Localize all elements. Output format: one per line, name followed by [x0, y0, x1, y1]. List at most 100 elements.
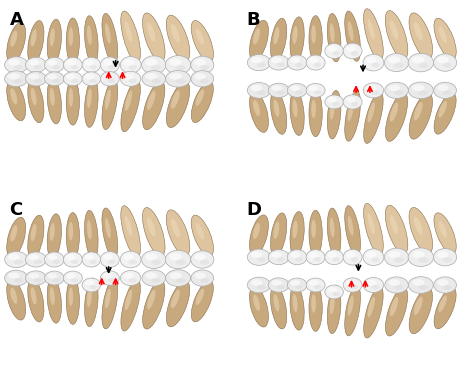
Ellipse shape — [100, 57, 119, 73]
Ellipse shape — [290, 285, 304, 330]
Ellipse shape — [100, 271, 119, 285]
Ellipse shape — [69, 222, 73, 241]
Ellipse shape — [292, 294, 298, 312]
Ellipse shape — [71, 65, 79, 70]
Ellipse shape — [194, 272, 206, 279]
Ellipse shape — [414, 22, 423, 40]
Ellipse shape — [268, 55, 289, 70]
Ellipse shape — [84, 16, 98, 64]
Ellipse shape — [26, 71, 46, 86]
Ellipse shape — [309, 210, 322, 256]
Ellipse shape — [191, 21, 213, 62]
Ellipse shape — [309, 252, 319, 258]
Ellipse shape — [325, 285, 343, 299]
Ellipse shape — [419, 285, 428, 290]
Ellipse shape — [438, 221, 447, 237]
Ellipse shape — [84, 211, 98, 259]
Ellipse shape — [105, 218, 111, 238]
Ellipse shape — [332, 102, 340, 106]
Ellipse shape — [409, 13, 433, 59]
Ellipse shape — [309, 57, 319, 63]
Ellipse shape — [385, 82, 408, 98]
Ellipse shape — [366, 85, 376, 91]
Ellipse shape — [328, 13, 341, 62]
Ellipse shape — [271, 285, 287, 329]
Ellipse shape — [371, 257, 380, 262]
Ellipse shape — [314, 63, 321, 67]
Ellipse shape — [328, 252, 337, 258]
Ellipse shape — [66, 212, 80, 259]
Ellipse shape — [175, 65, 186, 70]
Ellipse shape — [26, 57, 46, 73]
Ellipse shape — [171, 219, 180, 237]
Ellipse shape — [85, 280, 94, 286]
Ellipse shape — [14, 260, 23, 264]
Ellipse shape — [66, 278, 80, 325]
Ellipse shape — [194, 59, 206, 66]
Ellipse shape — [306, 278, 325, 292]
Ellipse shape — [169, 253, 182, 260]
Ellipse shape — [175, 79, 185, 84]
Ellipse shape — [309, 280, 319, 286]
Ellipse shape — [85, 74, 94, 79]
Ellipse shape — [47, 273, 57, 279]
Ellipse shape — [191, 270, 214, 286]
Ellipse shape — [121, 279, 140, 331]
Ellipse shape — [311, 100, 316, 118]
Ellipse shape — [14, 65, 23, 70]
Ellipse shape — [372, 285, 380, 290]
Ellipse shape — [434, 18, 456, 59]
Ellipse shape — [66, 273, 76, 279]
Ellipse shape — [363, 54, 384, 71]
Ellipse shape — [142, 270, 165, 286]
Ellipse shape — [165, 70, 191, 87]
Ellipse shape — [27, 21, 44, 64]
Ellipse shape — [103, 254, 113, 260]
Ellipse shape — [125, 21, 132, 42]
Ellipse shape — [14, 79, 23, 84]
Ellipse shape — [47, 278, 62, 323]
Ellipse shape — [351, 51, 358, 56]
Ellipse shape — [276, 285, 285, 289]
Ellipse shape — [251, 85, 263, 91]
Ellipse shape — [151, 65, 161, 70]
Ellipse shape — [27, 215, 44, 259]
Ellipse shape — [143, 81, 165, 130]
Ellipse shape — [82, 72, 100, 86]
Ellipse shape — [200, 278, 209, 283]
Ellipse shape — [390, 102, 398, 122]
Ellipse shape — [120, 57, 141, 73]
Ellipse shape — [325, 95, 343, 109]
Ellipse shape — [328, 97, 337, 103]
Ellipse shape — [166, 15, 190, 61]
Ellipse shape — [408, 53, 434, 72]
Ellipse shape — [166, 81, 190, 128]
Ellipse shape — [69, 88, 73, 106]
Ellipse shape — [363, 249, 384, 266]
Ellipse shape — [66, 18, 80, 64]
Ellipse shape — [196, 223, 204, 240]
Ellipse shape — [8, 254, 19, 260]
Ellipse shape — [309, 86, 319, 91]
Text: C: C — [9, 201, 23, 219]
Ellipse shape — [169, 272, 182, 279]
Ellipse shape — [50, 223, 55, 241]
Ellipse shape — [256, 285, 266, 290]
Ellipse shape — [200, 65, 209, 70]
Ellipse shape — [82, 278, 100, 292]
Ellipse shape — [128, 260, 137, 264]
Ellipse shape — [394, 90, 404, 95]
Ellipse shape — [268, 278, 289, 292]
Ellipse shape — [123, 59, 134, 66]
Ellipse shape — [366, 57, 376, 63]
Ellipse shape — [45, 57, 64, 73]
Ellipse shape — [390, 297, 398, 316]
Ellipse shape — [69, 287, 73, 306]
Ellipse shape — [290, 57, 300, 63]
Ellipse shape — [271, 252, 282, 258]
Ellipse shape — [394, 285, 404, 290]
Ellipse shape — [251, 252, 263, 258]
Ellipse shape — [194, 253, 206, 260]
Ellipse shape — [290, 17, 304, 62]
Ellipse shape — [5, 71, 28, 87]
